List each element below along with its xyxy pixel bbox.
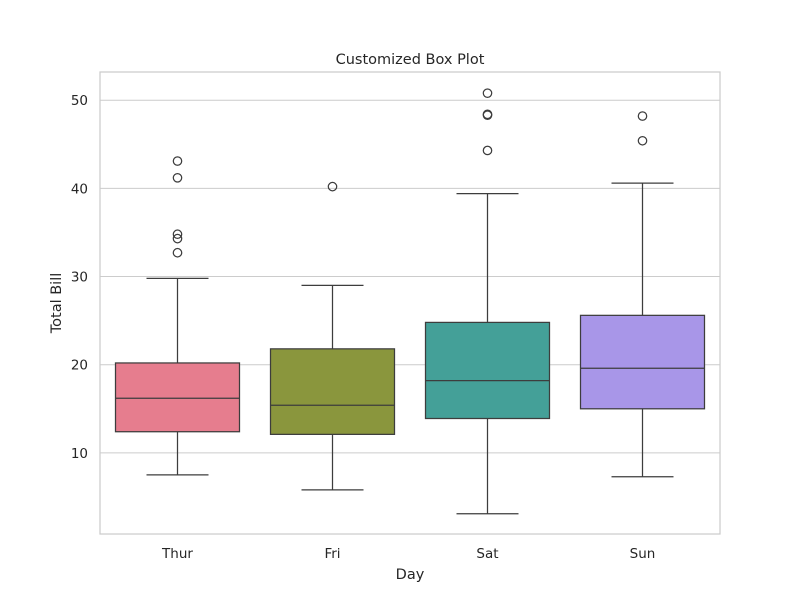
y-tick-label: 10 bbox=[71, 446, 88, 462]
boxes-layer bbox=[114, 88, 706, 515]
chart-title: Customized Box Plot bbox=[336, 52, 485, 68]
box-group-fri bbox=[269, 181, 396, 491]
tick-labels-layer: 10 20 30 40 50 Thur Fri Sat Sun bbox=[71, 93, 656, 562]
outlier-point bbox=[482, 88, 493, 98]
outlier-point bbox=[637, 111, 648, 121]
y-tick-label: 40 bbox=[71, 181, 88, 197]
box-iqr bbox=[114, 362, 241, 433]
plot-frame bbox=[99, 71, 721, 535]
outlier-point bbox=[172, 233, 183, 244]
outlier-point bbox=[172, 172, 183, 183]
outlier-point bbox=[172, 229, 183, 240]
outlier-point bbox=[172, 156, 183, 166]
box-iqr bbox=[269, 348, 396, 435]
outlier-point bbox=[482, 145, 493, 156]
y-tick-label: 20 bbox=[71, 358, 88, 374]
y-axis-label: Total Bill bbox=[49, 273, 65, 335]
outlier-point bbox=[637, 135, 648, 146]
y-tick-label: 50 bbox=[71, 93, 88, 109]
box-iqr bbox=[424, 321, 551, 420]
x-tick-label: Sun bbox=[630, 546, 656, 562]
box-group-thur bbox=[114, 156, 241, 476]
box-group-sun bbox=[579, 111, 706, 478]
outlier-point bbox=[172, 247, 183, 258]
x-axis-label: Day bbox=[396, 567, 425, 583]
box-group-sat bbox=[424, 88, 551, 515]
x-tick-label: Sat bbox=[476, 546, 498, 562]
box-iqr bbox=[579, 314, 706, 410]
x-tick-label: Thur bbox=[161, 546, 193, 562]
y-tick-label: 30 bbox=[71, 270, 88, 286]
outlier-point bbox=[482, 109, 493, 120]
x-tick-label: Fri bbox=[324, 546, 340, 562]
outlier-point bbox=[327, 181, 338, 192]
